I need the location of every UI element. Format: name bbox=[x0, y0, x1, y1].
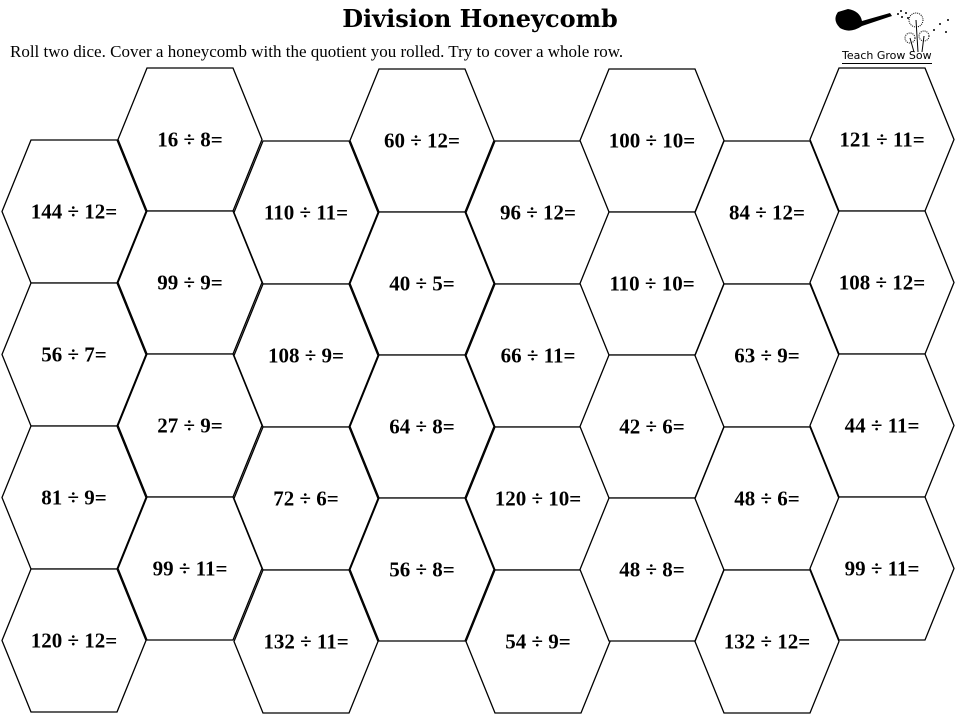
division-problem: 44 ÷ 11= bbox=[845, 414, 920, 438]
honeycomb-cell[interactable]: 56 ÷ 8= bbox=[349, 497, 495, 642]
honeycomb-cell[interactable]: 16 ÷ 8= bbox=[117, 67, 263, 212]
division-problem: 121 ÷ 11= bbox=[839, 128, 924, 152]
honeycomb-cell[interactable]: 56 ÷ 7= bbox=[1, 282, 147, 427]
honeycomb-cell[interactable]: 120 ÷ 12= bbox=[1, 568, 147, 713]
honeycomb-cell[interactable]: 44 ÷ 11= bbox=[809, 353, 955, 498]
honeycomb-cell[interactable]: 99 ÷ 11= bbox=[117, 496, 263, 641]
watering-can-dandelion-icon bbox=[835, 9, 949, 53]
division-problem: 81 ÷ 9= bbox=[41, 486, 107, 510]
honeycomb-cell[interactable]: 27 ÷ 9= bbox=[117, 353, 263, 498]
honeycomb-cell[interactable]: 132 ÷ 12= bbox=[694, 569, 840, 714]
honeycomb-cell[interactable]: 81 ÷ 9= bbox=[1, 425, 147, 570]
division-problem: 110 ÷ 10= bbox=[609, 272, 694, 296]
honeycomb-cell[interactable]: 54 ÷ 9= bbox=[465, 569, 611, 714]
division-problem: 48 ÷ 8= bbox=[619, 558, 685, 582]
honeycomb-cell[interactable]: 99 ÷ 9= bbox=[117, 210, 263, 355]
division-problem: 66 ÷ 11= bbox=[501, 344, 576, 368]
honeycomb-cell[interactable]: 110 ÷ 11= bbox=[233, 140, 379, 285]
honeycomb-cell[interactable]: 60 ÷ 12= bbox=[349, 68, 495, 213]
division-problem: 99 ÷ 11= bbox=[153, 557, 228, 581]
division-problem: 100 ÷ 10= bbox=[609, 129, 696, 153]
division-problem: 132 ÷ 11= bbox=[263, 630, 348, 654]
page-title: Division Honeycomb bbox=[342, 4, 618, 33]
hexagon bbox=[233, 569, 379, 714]
honeycomb-cell[interactable]: 63 ÷ 9= bbox=[694, 283, 840, 428]
hexagon bbox=[117, 496, 263, 641]
division-problem: 120 ÷ 12= bbox=[31, 629, 118, 653]
division-problem: 60 ÷ 12= bbox=[384, 129, 460, 153]
honeycomb-cell[interactable]: 72 ÷ 6= bbox=[233, 426, 379, 571]
division-problem: 72 ÷ 6= bbox=[273, 487, 339, 511]
division-problem: 108 ÷ 12= bbox=[839, 271, 926, 295]
division-problem: 48 ÷ 6= bbox=[734, 487, 800, 511]
division-problem: 110 ÷ 11= bbox=[264, 201, 348, 225]
honeycomb-cell[interactable]: 132 ÷ 11= bbox=[233, 569, 379, 714]
division-problem: 56 ÷ 7= bbox=[41, 343, 107, 367]
honeycomb-cell[interactable]: 100 ÷ 10= bbox=[579, 68, 725, 213]
division-problem: 108 ÷ 9= bbox=[268, 344, 344, 368]
honeycomb-cell[interactable]: 64 ÷ 8= bbox=[349, 354, 495, 499]
division-problem: 96 ÷ 12= bbox=[500, 201, 576, 225]
honeycomb-cell[interactable]: 48 ÷ 8= bbox=[579, 497, 725, 642]
honeycomb-cell[interactable]: 84 ÷ 12= bbox=[694, 140, 840, 285]
hexagon bbox=[1, 568, 147, 713]
division-problem: 40 ÷ 5= bbox=[389, 272, 455, 296]
division-problem: 42 ÷ 6= bbox=[619, 415, 685, 439]
honeycomb-cell[interactable]: 108 ÷ 12= bbox=[809, 210, 955, 355]
honeycomb-cell[interactable]: 99 ÷ 11= bbox=[809, 496, 955, 641]
division-problem: 84 ÷ 12= bbox=[729, 201, 805, 225]
division-problem: 99 ÷ 11= bbox=[845, 557, 920, 581]
instructions: Roll two dice. Cover a honeycomb with th… bbox=[10, 42, 624, 61]
division-problem: 54 ÷ 9= bbox=[505, 630, 571, 654]
honeycomb-cell[interactable]: 40 ÷ 5= bbox=[349, 211, 495, 356]
division-problem: 63 ÷ 9= bbox=[734, 344, 800, 368]
division-problem: 16 ÷ 8= bbox=[157, 128, 223, 152]
division-problem: 64 ÷ 8= bbox=[389, 415, 455, 439]
division-problem: 132 ÷ 12= bbox=[724, 630, 811, 654]
division-problem: 27 ÷ 9= bbox=[157, 414, 223, 438]
logo-text: Teach Grow Sow bbox=[842, 49, 932, 64]
honeycomb-cell[interactable]: 110 ÷ 10= bbox=[579, 211, 725, 356]
division-problem: 120 ÷ 10= bbox=[495, 487, 582, 511]
division-problem: 56 ÷ 8= bbox=[389, 558, 455, 582]
division-problem: 144 ÷ 12= bbox=[31, 200, 118, 224]
honeycomb-cell[interactable]: 121 ÷ 11= bbox=[809, 67, 955, 212]
hexagon bbox=[809, 496, 955, 641]
division-problem: 99 ÷ 9= bbox=[157, 271, 223, 295]
honeycomb-cell[interactable]: 42 ÷ 6= bbox=[579, 354, 725, 499]
honeycomb-cell[interactable]: 144 ÷ 12= bbox=[1, 139, 147, 284]
hexagon bbox=[349, 497, 495, 642]
honeycomb-cell[interactable]: 108 ÷ 9= bbox=[233, 283, 379, 428]
